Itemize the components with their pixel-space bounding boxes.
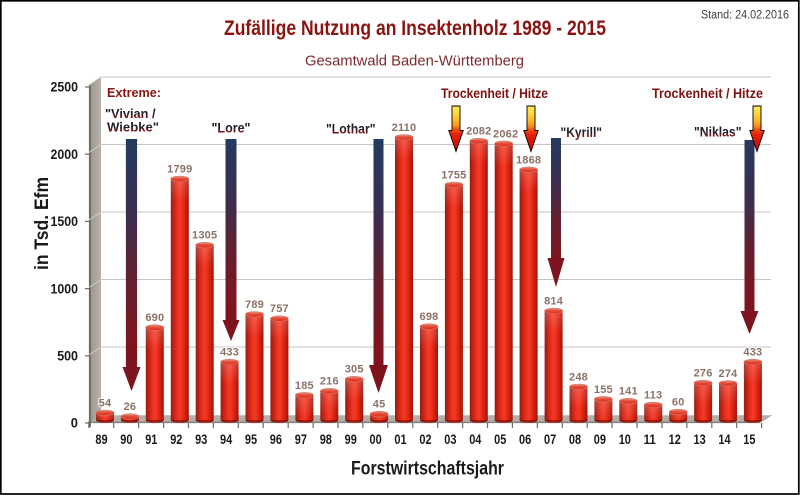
svg-text:05: 05	[494, 432, 507, 447]
svg-text:276: 276	[694, 368, 713, 380]
svg-text:12: 12	[669, 432, 681, 447]
svg-text:92: 92	[170, 432, 182, 447]
svg-text:98: 98	[320, 432, 333, 447]
svg-text:96: 96	[270, 432, 283, 447]
svg-text:90: 90	[120, 432, 132, 447]
svg-text:1799: 1799	[167, 164, 192, 176]
svg-text:91: 91	[145, 432, 158, 447]
svg-text:433: 433	[220, 347, 239, 359]
svg-text:13: 13	[694, 432, 707, 447]
svg-text:698: 698	[420, 311, 439, 323]
svg-text:Extreme:: Extreme:	[107, 85, 161, 100]
svg-text:1868: 1868	[516, 154, 541, 166]
svg-text:"Niklas": "Niklas"	[694, 125, 742, 140]
svg-text:757: 757	[270, 303, 289, 315]
svg-text:94: 94	[220, 432, 233, 447]
svg-text:141: 141	[619, 386, 638, 398]
svg-text:54: 54	[99, 397, 112, 409]
svg-text:Forstwirtschaftsjahr: Forstwirtschaftsjahr	[351, 459, 505, 480]
svg-text:95: 95	[245, 432, 258, 447]
svg-text:"Lore": "Lore"	[212, 121, 251, 136]
svg-text:07: 07	[544, 432, 556, 447]
svg-text:2082: 2082	[466, 126, 491, 138]
svg-text:04: 04	[469, 432, 482, 447]
svg-text:06: 06	[519, 432, 532, 447]
svg-text:03: 03	[444, 432, 457, 447]
svg-text:02: 02	[419, 432, 431, 447]
svg-text:93: 93	[195, 432, 208, 447]
svg-text:97: 97	[295, 432, 307, 447]
svg-text:08: 08	[569, 432, 582, 447]
svg-text:1755: 1755	[441, 169, 466, 181]
svg-text:01: 01	[394, 432, 407, 447]
svg-text:500: 500	[57, 349, 78, 364]
svg-text:185: 185	[295, 380, 314, 392]
svg-text:10: 10	[619, 432, 631, 447]
svg-text:Gesamtwald Baden-Württemberg: Gesamtwald Baden-Württemberg	[305, 54, 524, 70]
svg-text:"Kyrill": "Kyrill"	[561, 125, 603, 140]
svg-text:Stand: 24.02.2016: Stand: 24.02.2016	[701, 10, 789, 22]
svg-text:690: 690	[145, 312, 164, 324]
svg-text:274: 274	[719, 368, 739, 380]
svg-text:14: 14	[718, 432, 731, 447]
svg-text:216: 216	[320, 376, 339, 388]
svg-text:2500: 2500	[51, 80, 79, 95]
svg-text:Zufällige Nutzung an Insektenh: Zufällige Nutzung an Insektenholz 1989 -…	[224, 17, 606, 40]
svg-text:1305: 1305	[192, 230, 217, 242]
svg-text:305: 305	[345, 364, 364, 376]
svg-text:60: 60	[672, 397, 685, 409]
svg-text:155: 155	[594, 384, 613, 396]
svg-text:1000: 1000	[51, 281, 79, 296]
svg-text:814: 814	[544, 296, 564, 308]
svg-text:89: 89	[95, 432, 107, 447]
svg-text:99: 99	[345, 432, 357, 447]
svg-text:433: 433	[743, 347, 762, 359]
svg-text:Trockenheit / Hitze: Trockenheit / Hitze	[652, 86, 763, 101]
svg-text:2062: 2062	[493, 128, 518, 140]
svg-text:"Vivian /: "Vivian /	[105, 106, 156, 121]
svg-text:0: 0	[71, 416, 78, 431]
svg-text:26: 26	[124, 401, 137, 413]
svg-text:00: 00	[370, 432, 382, 447]
svg-text:in Tsd. Efm: in Tsd. Efm	[32, 177, 53, 270]
svg-text:09: 09	[594, 432, 606, 447]
svg-text:1500: 1500	[51, 214, 79, 229]
svg-text:Wiebke": Wiebke"	[107, 120, 159, 135]
svg-text:113: 113	[644, 390, 662, 402]
svg-text:Trockenheit / Hitze: Trockenheit / Hitze	[441, 86, 548, 101]
svg-text:"Lothar": "Lothar"	[326, 122, 376, 137]
svg-text:2000: 2000	[51, 147, 79, 162]
svg-text:789: 789	[245, 299, 264, 311]
svg-text:248: 248	[569, 371, 588, 383]
svg-text:15: 15	[743, 432, 756, 447]
svg-text:11: 11	[644, 432, 657, 447]
svg-text:45: 45	[373, 399, 386, 411]
svg-text:2110: 2110	[392, 122, 417, 134]
